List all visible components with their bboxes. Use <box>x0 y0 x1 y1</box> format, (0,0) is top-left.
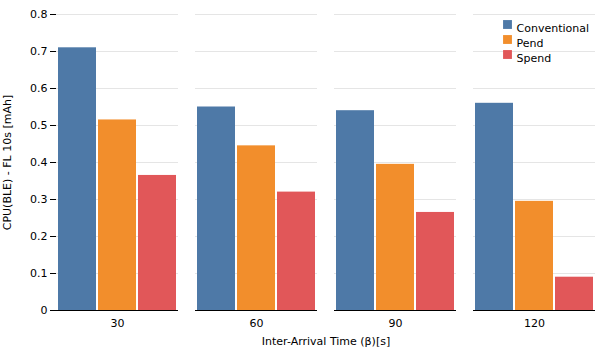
svg-text:Pend: Pend <box>517 37 544 50</box>
svg-text:0.2: 0.2 <box>30 230 48 243</box>
svg-text:0.1: 0.1 <box>30 267 48 280</box>
svg-text:120: 120 <box>524 317 545 330</box>
svg-text:90: 90 <box>389 317 403 330</box>
svg-text:0.3: 0.3 <box>30 193 48 206</box>
svg-text:CPU(BLE) - FL 10s [mAh]: CPU(BLE) - FL 10s [mAh] <box>1 95 14 231</box>
svg-text:0.5: 0.5 <box>30 119 48 132</box>
svg-text:60: 60 <box>250 317 264 330</box>
svg-text:30: 30 <box>111 317 125 330</box>
svg-text:0: 0 <box>41 304 48 317</box>
svg-text:Spend: Spend <box>517 52 552 65</box>
svg-text:Inter-Arrival Time (β)[s]: Inter-Arrival Time (β)[s] <box>262 335 390 348</box>
svg-text:0.8: 0.8 <box>30 8 48 21</box>
svg-text:Conventional: Conventional <box>517 22 590 35</box>
svg-text:0.6: 0.6 <box>30 82 48 95</box>
svg-text:0.7: 0.7 <box>30 45 48 58</box>
svg-text:0.4: 0.4 <box>30 156 48 169</box>
